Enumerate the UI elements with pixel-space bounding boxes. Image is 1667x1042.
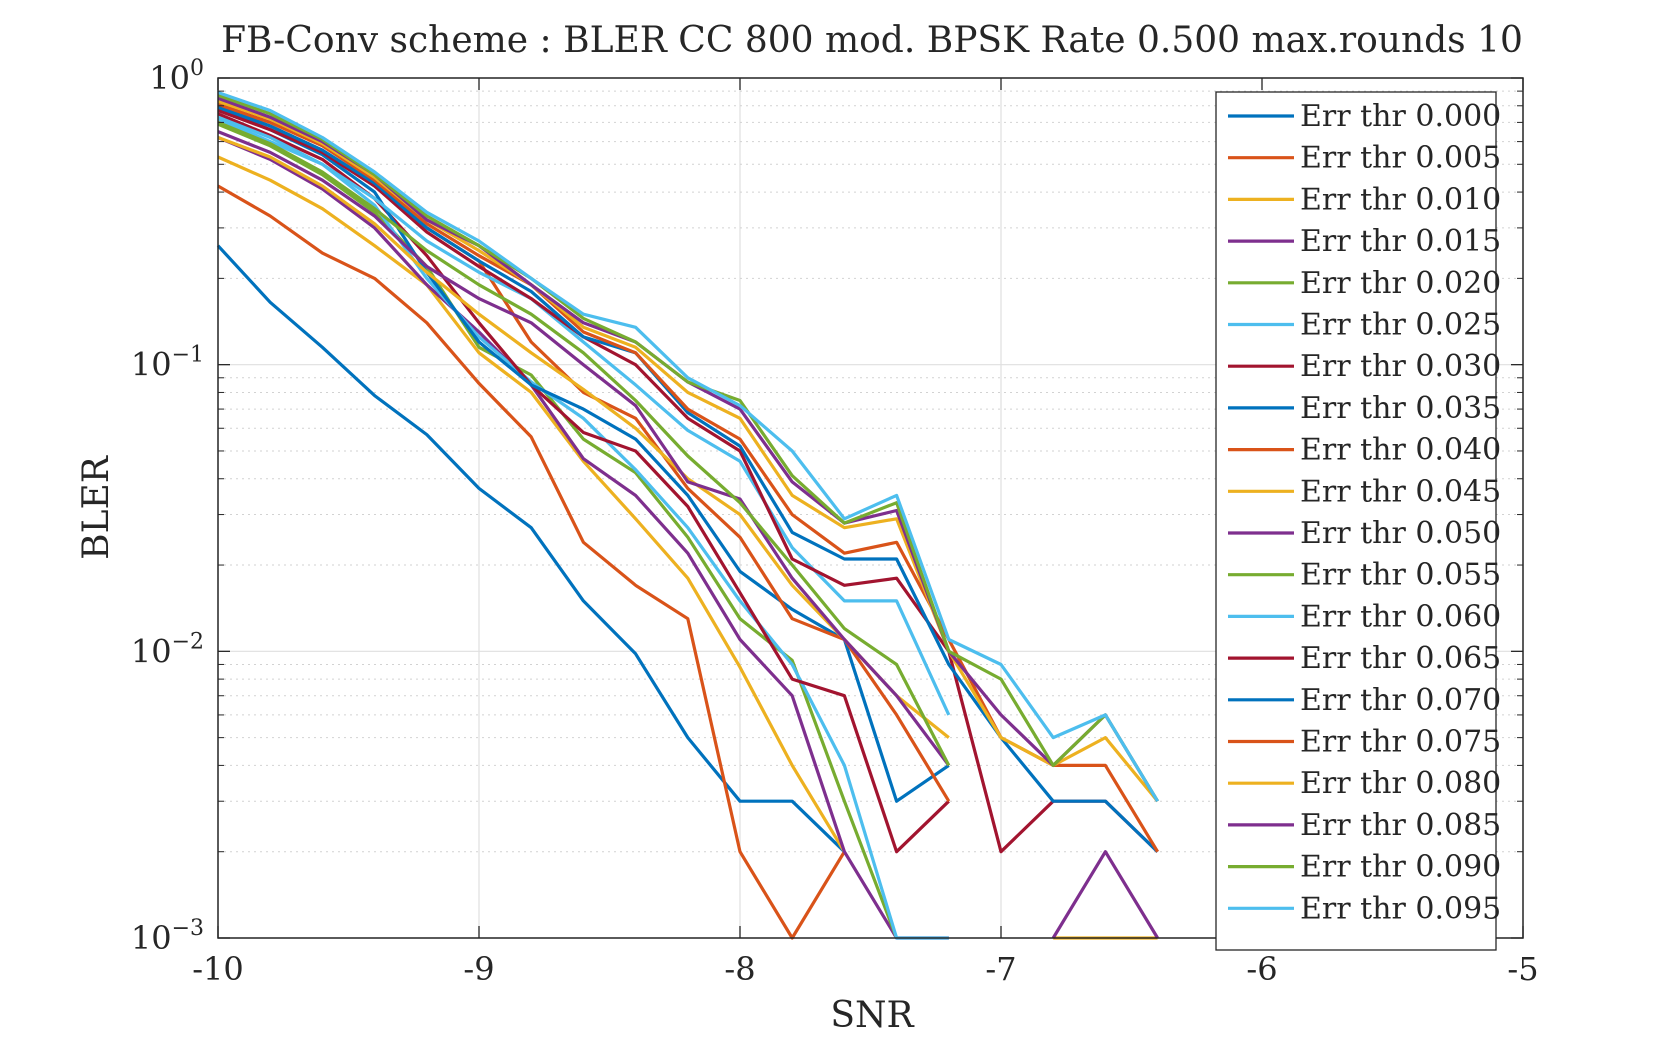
- legend-entry: Err thr 0.060: [1228, 599, 1501, 634]
- legend-label: Err thr 0.030: [1300, 349, 1501, 384]
- legend-entry: Err thr 0.005: [1228, 141, 1501, 176]
- x-axis-tick-labels: -10 -9 -8 -7 -6 -5: [192, 950, 1538, 988]
- legend-box: [1215, 91, 1497, 951]
- y-axis-tick-labels: 100 10−1 10−2 10−3: [131, 56, 204, 957]
- legend-label: Err thr 0.095: [1300, 891, 1501, 926]
- series-line-err-thr-0-035: [217, 107, 950, 803]
- legend-entry: Err thr 0.015: [1228, 224, 1501, 259]
- legend-entry: Err thr 0.050: [1228, 516, 1501, 551]
- legend-entry: Err thr 0.025: [1228, 308, 1501, 343]
- legend-label: Err thr 0.025: [1300, 308, 1501, 343]
- legend-label: Err thr 0.075: [1300, 725, 1501, 760]
- y-tick-label: 10−3: [131, 916, 204, 957]
- y-tick-label: 10−2: [131, 629, 204, 670]
- legend-label: Err thr 0.040: [1300, 433, 1501, 468]
- legend-label: Err thr 0.065: [1300, 641, 1501, 676]
- series-line-err-thr-0-000: [216, 244, 846, 853]
- legend-entry: Err thr 0.030: [1228, 349, 1501, 384]
- legend-entry: Err thr 0.095: [1228, 891, 1501, 926]
- legend-entry: Err thr 0.080: [1228, 766, 1501, 801]
- legend-label: Err thr 0.085: [1300, 808, 1501, 843]
- y-tick-label: 100: [149, 56, 204, 97]
- legend-label: Err thr 0.015: [1300, 224, 1501, 259]
- x-tick-label: -6: [1246, 950, 1277, 988]
- legend-entry: Err thr 0.090: [1228, 850, 1501, 885]
- series-line-err-thr-0-025: [217, 117, 949, 940]
- legend-label: Err thr 0.090: [1300, 850, 1501, 885]
- series-line-err-thr-0-095: [217, 90, 1159, 803]
- legend-entry: Err thr 0.065: [1228, 641, 1501, 676]
- y-axis-label: BLER: [76, 455, 117, 560]
- chart-title: FB-Conv scheme : BLER CC 800 mod. BPSK R…: [221, 20, 1523, 61]
- axes-frame: [217, 77, 1524, 939]
- legend-entry: Err thr 0.070: [1228, 683, 1501, 718]
- series-line-err-thr-0-030: [217, 112, 950, 854]
- legend-label: Err thr 0.050: [1300, 516, 1501, 551]
- axis-ticks: [217, 77, 1524, 939]
- series-line-err-thr-0-055: [217, 120, 951, 767]
- x-tick-label: -10: [192, 950, 244, 988]
- legend-label: Err thr 0.080: [1300, 766, 1501, 801]
- y-tick-label: 10−1: [131, 343, 204, 384]
- legend-label: Err thr 0.045: [1300, 474, 1501, 509]
- x-tick-label: -8: [724, 950, 755, 988]
- legend-entry: Err thr 0.040: [1228, 433, 1501, 468]
- legend-entry: Err thr 0.075: [1228, 725, 1501, 760]
- legend-label: Err thr 0.000: [1300, 99, 1501, 134]
- legend-entry: Err thr 0.020: [1228, 266, 1501, 301]
- x-axis-label: SNR: [830, 995, 914, 1036]
- legend-label: Err thr 0.020: [1300, 266, 1501, 301]
- x-tick-label: -9: [463, 950, 494, 988]
- series-lines: [216, 90, 1159, 940]
- x-tick-label: -5: [1507, 950, 1538, 988]
- series-line-err-thr-0-005: [217, 184, 846, 940]
- series-line-err-thr-0-080: [217, 99, 1159, 803]
- x-tick-label: -7: [985, 950, 1016, 988]
- legend: Err thr 0.000 Err thr 0.005 Err thr 0.010 E…: [1215, 91, 1501, 951]
- series-line-err-thr-0-060: [217, 115, 951, 716]
- series-line-err-thr-0-065: [217, 108, 1159, 854]
- legend-label: Err thr 0.010: [1300, 182, 1501, 217]
- legend-entry: Err thr 0.010: [1228, 182, 1501, 217]
- series-line-err-thr-0-090: [217, 93, 1159, 803]
- series-line-err-thr-0-050: [217, 130, 951, 767]
- legend-label: Err thr 0.070: [1300, 683, 1501, 718]
- legend-entry: Err thr 0.055: [1228, 558, 1501, 593]
- legend-label: Err thr 0.035: [1300, 391, 1501, 426]
- legend-label: Err thr 0.060: [1300, 599, 1501, 634]
- series-line-err-thr-0-015: [217, 136, 1159, 940]
- legend-label: Err thr 0.005: [1300, 141, 1501, 176]
- legend-entry: Err thr 0.085: [1228, 808, 1501, 843]
- legend-label: Err thr 0.055: [1300, 558, 1501, 593]
- legend-entry: Err thr 0.000: [1228, 99, 1501, 134]
- legend-entry: Err thr 0.035: [1228, 391, 1501, 426]
- legend-entry: Err thr 0.045: [1228, 474, 1501, 509]
